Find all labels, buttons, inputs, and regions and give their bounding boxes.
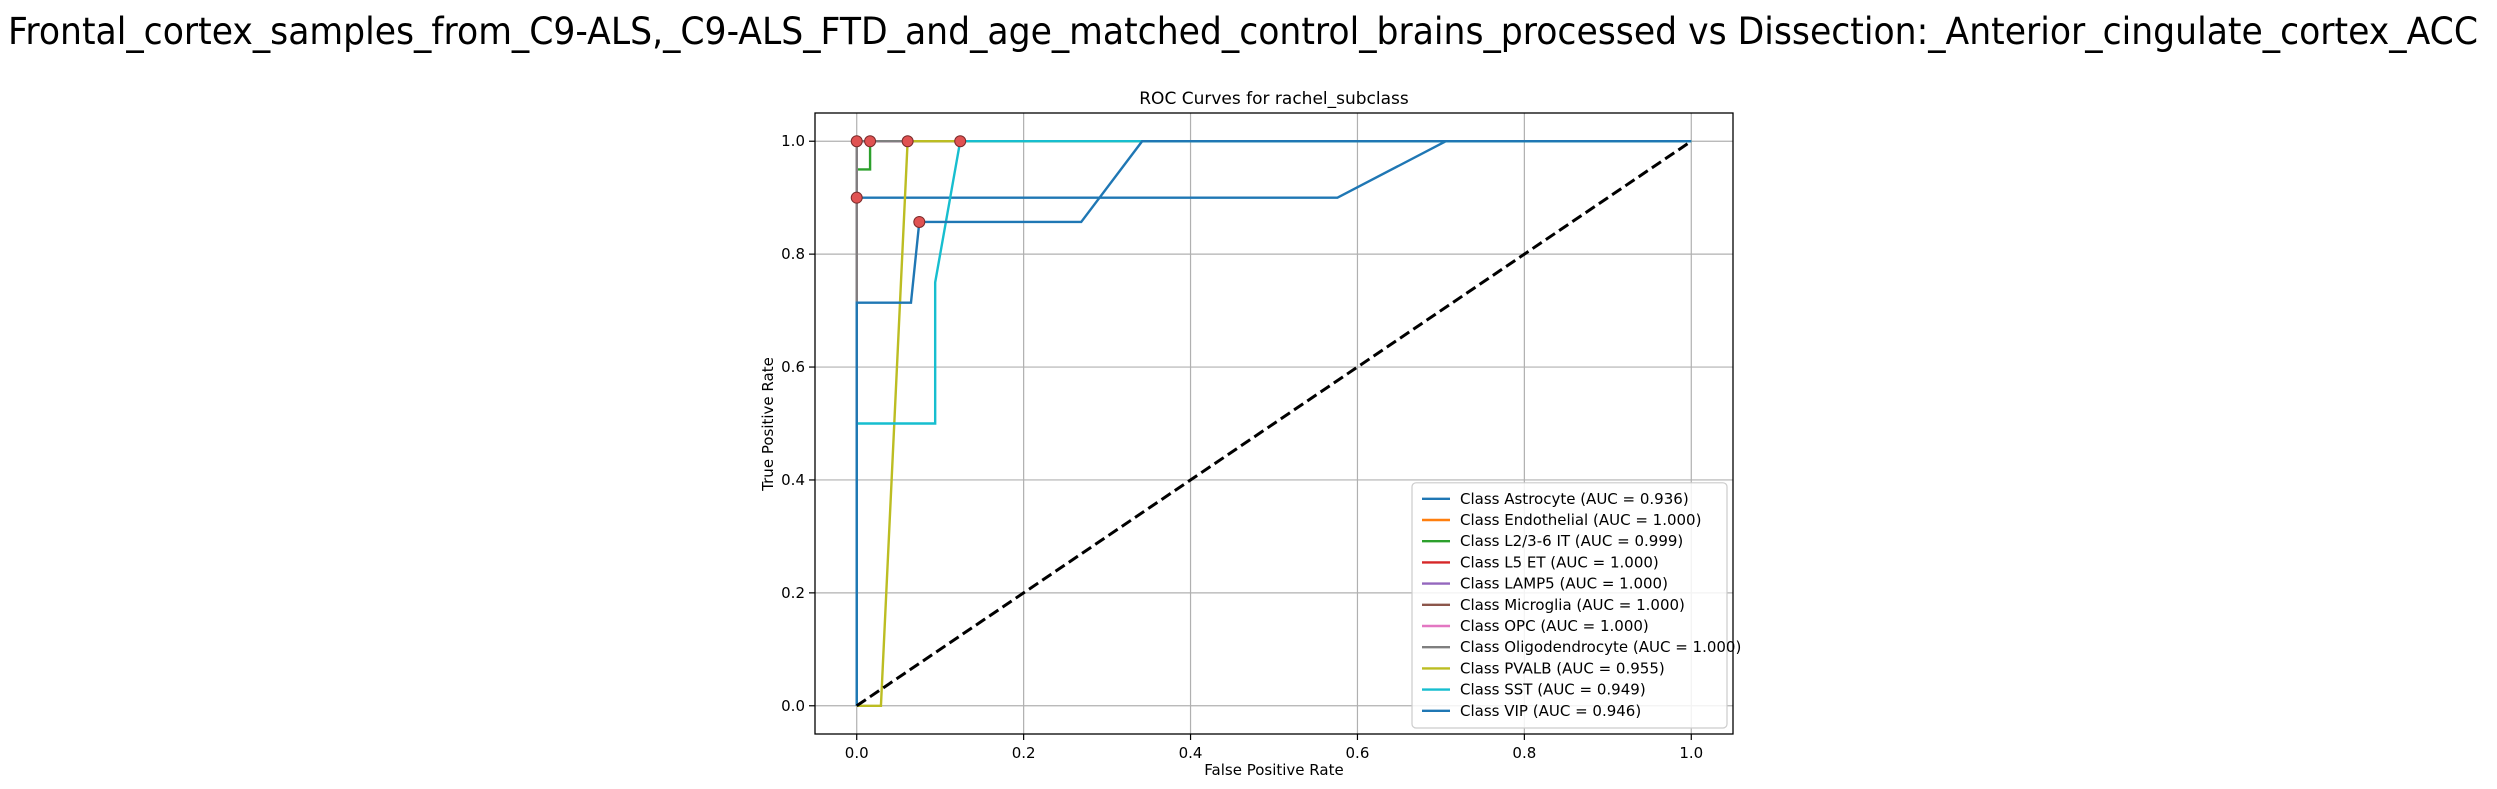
legend-box <box>1411 482 1728 729</box>
x-tick-label: 0.2 <box>1012 744 1036 762</box>
x-tick-label: 1.0 <box>1679 744 1703 762</box>
x-tick-label: 0.0 <box>845 744 869 762</box>
legend-label: Class OPC (AUC = 1.000) <box>1460 617 1649 635</box>
y-tick-label: 0.8 <box>781 245 805 263</box>
threshold-point <box>913 215 926 228</box>
threshold-point <box>864 135 877 148</box>
threshold-point <box>850 191 863 204</box>
legend-label: Class Oligodendrocyte (AUC = 1.000) <box>1460 638 1741 656</box>
plot-frame <box>814 112 1734 735</box>
y-tick-label: 1.0 <box>781 132 805 150</box>
threshold-point <box>850 135 863 148</box>
threshold-point <box>954 135 967 148</box>
suptitle: Frontal_cortex_samples_from_C9-ALS,_C9-A… <box>8 10 2478 53</box>
y-tick-label: 0.2 <box>781 584 805 602</box>
threshold-point <box>901 135 914 148</box>
legend-label: Class LAMP5 (AUC = 1.000) <box>1460 575 1668 593</box>
legend-label: Class Astrocyte (AUC = 0.936) <box>1460 490 1689 508</box>
legend-label: Class Endothelial (AUC = 1.000) <box>1460 511 1701 529</box>
legend-label: Class Microglia (AUC = 1.000) <box>1460 596 1685 614</box>
y-tick-label: 0.0 <box>781 697 805 715</box>
y-tick-label: 0.4 <box>781 471 805 489</box>
legend-label: Class PVALB (AUC = 0.955) <box>1460 659 1665 677</box>
y-tick-label: 0.6 <box>781 358 805 376</box>
x-tick-label: 0.8 <box>1512 744 1536 762</box>
reference-line <box>855 139 1693 708</box>
legend-label: Class L5 ET (AUC = 1.000) <box>1460 553 1659 571</box>
legend-label: Class VIP (AUC = 0.946) <box>1460 702 1641 720</box>
chart-title: ROC Curves for rachel_subclass <box>1139 89 1409 109</box>
legend-label: Class L2/3-6 IT (AUC = 0.999) <box>1460 532 1683 550</box>
x-tick-label: 0.4 <box>1179 744 1203 762</box>
legend-label: Class SST (AUC = 0.949) <box>1460 681 1646 699</box>
x-tick-label: 0.6 <box>1346 744 1370 762</box>
x-axis-label: False Positive Rate <box>1204 761 1343 779</box>
y-axis-label: True Positive Rate <box>759 357 777 492</box>
